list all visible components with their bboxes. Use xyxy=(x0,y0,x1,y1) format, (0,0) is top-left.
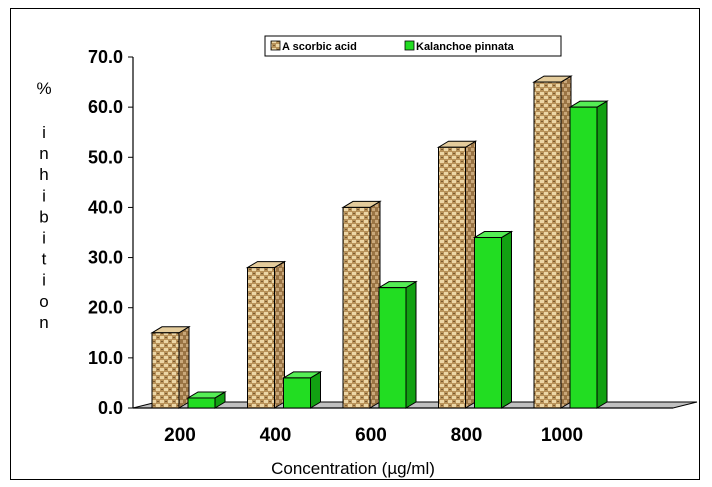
y-axis-label-char: % xyxy=(36,79,51,98)
bar-kalanchoe-800 xyxy=(472,230,514,409)
bar-kalanchoe-800-side xyxy=(501,230,512,409)
bar-kalanchoe-400-front xyxy=(283,377,311,409)
legend-label-ascorbic: A scorbic acid xyxy=(282,41,357,53)
y-axis-label-char: n xyxy=(39,144,48,163)
x-tick-label: 600 xyxy=(355,425,387,446)
y-tick-label: 60.0 xyxy=(88,97,123,117)
legend: A scorbic acid Kalanchoe pinnata xyxy=(264,35,562,57)
chart-frame xyxy=(10,8,700,480)
y-tick-label: 30.0 xyxy=(88,248,123,268)
bar-kalanchoe-200-front xyxy=(187,397,216,409)
y-tick-label: 10.0 xyxy=(88,348,123,368)
bar-ascorbic-200 xyxy=(150,325,191,409)
y-tick-label: 0.0 xyxy=(98,398,123,418)
bar-ascorbic-200-side xyxy=(178,325,190,409)
x-axis: 200 400 600 800 1000 xyxy=(164,425,583,446)
bar-kalanchoe-600 xyxy=(377,280,418,409)
bar-kalanchoe-1000 xyxy=(568,100,609,409)
bar-ascorbic-800-front xyxy=(438,146,466,409)
y-axis-label-char: i xyxy=(42,123,46,142)
bar-ascorbic-200-front xyxy=(151,332,180,409)
bar-kalanchoe-200 xyxy=(186,391,227,409)
y-tick-label: 20.0 xyxy=(88,298,123,318)
y-axis-label-char: i xyxy=(42,186,46,205)
y-tick-label: 50.0 xyxy=(88,147,123,167)
y-axis-label-char: h xyxy=(39,165,48,184)
bar-ascorbic-600 xyxy=(341,200,382,409)
y-axis-label-char: i xyxy=(42,271,46,290)
x-axis-label: Concentration (µg/ml) xyxy=(271,459,435,478)
y-axis-label-char: n xyxy=(39,313,48,332)
y-axis-label-char: o xyxy=(39,292,48,311)
bar-kalanchoe-1000-front xyxy=(569,106,598,409)
x-tick-label: 1000 xyxy=(541,425,583,446)
bar-kalanchoe-600-front xyxy=(378,287,407,409)
bar-kalanchoe-800-front xyxy=(474,237,502,409)
bar-ascorbic-400 xyxy=(245,260,287,409)
y-axis-label-char: t xyxy=(42,250,47,269)
x-tick-label: 400 xyxy=(260,425,292,446)
bar-ascorbic-1000 xyxy=(532,75,573,409)
x-tick-label: 200 xyxy=(164,425,196,446)
x-tick-label: 800 xyxy=(451,425,483,446)
y-tick-label: 40.0 xyxy=(88,197,123,217)
y-axis-label-char: b xyxy=(39,207,48,226)
legend-swatch-kalanchoe xyxy=(404,40,415,51)
bar-ascorbic-600-front xyxy=(342,206,371,409)
y-tick-label: 70.0 xyxy=(88,47,123,67)
legend-label-kalanchoe: Kalanchoe pinnata xyxy=(416,41,515,53)
bar-kalanchoe-400 xyxy=(281,371,323,409)
bar-kalanchoe-1000-side xyxy=(596,100,608,409)
bar-ascorbic-400-front xyxy=(247,267,275,409)
bars-group xyxy=(150,75,609,409)
bar-ascorbic-1000-front xyxy=(533,81,562,409)
y-axis: 0.0 10.0 20.0 30.0 40.0 50.0 60.0 70.0 xyxy=(88,47,134,418)
legend-swatch-ascorbic xyxy=(270,40,281,51)
bar-kalanchoe-600-side xyxy=(405,280,417,409)
y-axis-label-char: i xyxy=(42,229,46,248)
bar-ascorbic-800 xyxy=(436,140,478,409)
